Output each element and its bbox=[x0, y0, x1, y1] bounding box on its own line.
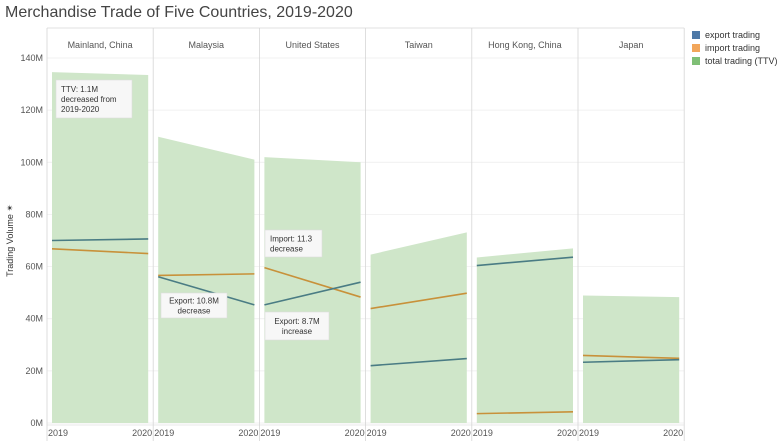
ttv-area-1 bbox=[158, 136, 255, 423]
annotation-box-3 bbox=[264, 311, 330, 341]
ttv-area-0 bbox=[52, 72, 149, 423]
x-axis: 2019 2020 2019 2020 2019 2020 2019 2020 2019 2020… bbox=[48, 428, 683, 438]
legend: export trading import trading total trad… bbox=[692, 29, 778, 68]
annotation-box-2 bbox=[264, 229, 323, 258]
ttv-area-3 bbox=[370, 232, 467, 423]
sort-icon[interactable]: ✴ bbox=[5, 204, 15, 212]
annotation-text: TTV: 1.1M bbox=[61, 85, 98, 94]
ttv-area-4 bbox=[476, 248, 573, 423]
panel-label-4: Hong Kong, China bbox=[488, 40, 562, 50]
legend-item-ttv[interactable]: total trading (TTV) bbox=[692, 55, 778, 67]
export-line-3 bbox=[370, 357, 467, 367]
export-line-4 bbox=[476, 256, 574, 267]
y-tick-label: 140M bbox=[20, 53, 43, 63]
panel-label-3: Taiwan bbox=[405, 40, 433, 50]
panel-label-0: Mainland, China bbox=[68, 40, 133, 50]
x-tick-label: 2020 bbox=[238, 428, 258, 438]
import-line-3 bbox=[370, 292, 467, 310]
import-line-4 bbox=[476, 410, 574, 415]
x-tick-label: 2019 bbox=[367, 428, 387, 438]
panel-dividers bbox=[46, 27, 685, 441]
annotation-text: Export: 10.8M bbox=[169, 297, 219, 306]
annotation-text: decreased from bbox=[61, 95, 117, 104]
x-tick-label: 2020 bbox=[132, 428, 152, 438]
trade-chart: Mainland, China Malaysia United States Taiw… bbox=[5, 27, 685, 441]
legend-label-export: export trading bbox=[705, 30, 761, 40]
x-tick-label: 2020 bbox=[663, 428, 683, 438]
legend-item-import[interactable]: import trading bbox=[692, 42, 778, 54]
import-line-2 bbox=[264, 266, 361, 298]
legend-swatch-ttv bbox=[692, 57, 700, 65]
x-tick-label: 2019 bbox=[154, 428, 174, 438]
export-line-1 bbox=[157, 275, 255, 306]
trade-lines bbox=[51, 238, 680, 415]
chart-title: Merchandise Trade of Five Countries, 201… bbox=[5, 4, 353, 21]
annotation-text: 2019-2020 bbox=[61, 105, 100, 114]
annotation-text: decrease bbox=[178, 307, 211, 316]
legend-label-ttv: total trading (TTV) bbox=[705, 56, 778, 66]
x-tick-label: 2019 bbox=[48, 428, 68, 438]
annotation-text: Export: 8.7M bbox=[274, 317, 320, 326]
x-tick-label: 2020 bbox=[345, 428, 365, 438]
legend-label-import: import trading bbox=[705, 43, 761, 53]
import-line-5 bbox=[582, 354, 680, 360]
x-tick-label: 2019 bbox=[260, 428, 280, 438]
annotation-text: increase bbox=[282, 327, 313, 336]
import-line-1 bbox=[158, 273, 255, 277]
y-axis-title: Trading Volume ✴ bbox=[5, 204, 15, 277]
annotation-box-1 bbox=[160, 292, 228, 319]
y-tick-label: 20M bbox=[25, 366, 43, 376]
ttv-area-2 bbox=[264, 157, 361, 424]
panel-label-2: United States bbox=[285, 40, 340, 50]
y-tick-label: 80M bbox=[25, 209, 43, 219]
y-tick-label: 40M bbox=[25, 314, 43, 324]
legend-item-export[interactable]: export trading bbox=[692, 29, 778, 41]
export-line-5 bbox=[582, 358, 680, 364]
import-line-0 bbox=[51, 248, 149, 255]
legend-swatch-import bbox=[692, 44, 700, 52]
export-line-0 bbox=[51, 238, 149, 242]
export-line-2 bbox=[264, 281, 361, 306]
y-tick-label: 60M bbox=[25, 262, 43, 272]
y-axis: 0M 20M 40M 60M 80M 100M 120M 140M Trading Volume… bbox=[5, 53, 43, 428]
y-tick-label: 120M bbox=[20, 105, 43, 115]
panel-label-5: Japan bbox=[619, 40, 644, 50]
x-tick-label: 2020 bbox=[557, 428, 577, 438]
annotation-text: decrease bbox=[270, 245, 303, 254]
panel-label-1: Malaysia bbox=[189, 40, 225, 50]
x-tick-label: 2019 bbox=[473, 428, 493, 438]
annotation-text: Import: 11.3 bbox=[270, 235, 313, 244]
ttv-area-5 bbox=[583, 295, 680, 423]
ttv-areas bbox=[52, 72, 680, 424]
x-tick-label: 2019 bbox=[579, 428, 599, 438]
legend-swatch-export bbox=[692, 31, 700, 39]
annotation-box-0 bbox=[55, 79, 133, 119]
panel-labels: Mainland, China Malaysia United States Taiw… bbox=[68, 40, 644, 50]
y-tick-label: 0M bbox=[30, 418, 43, 428]
y-tick-label: 100M bbox=[20, 157, 43, 167]
x-tick-label: 2020 bbox=[451, 428, 471, 438]
